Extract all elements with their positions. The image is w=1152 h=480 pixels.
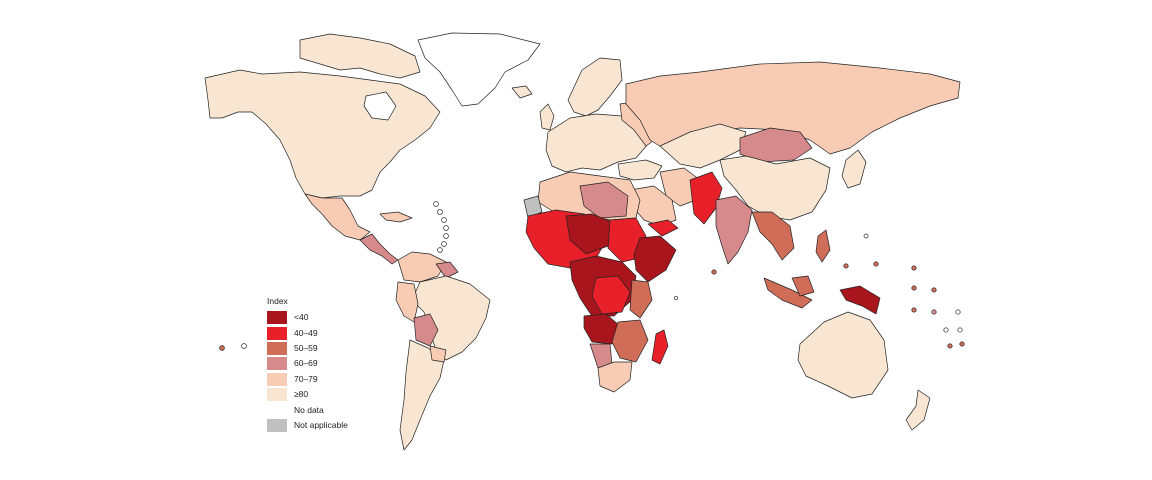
region-new-zealand xyxy=(905,389,931,431)
legend-label: 60–69 xyxy=(294,358,318,369)
region-borneo xyxy=(791,275,815,297)
legend-item: ≥80 xyxy=(267,387,387,402)
legend-label: Not applicable xyxy=(294,419,348,430)
legend-swatch xyxy=(267,326,287,340)
region-paraguay xyxy=(429,345,447,363)
legend-label: <40 xyxy=(294,312,309,323)
legend-label: 40–49 xyxy=(294,327,318,338)
region-europe xyxy=(545,113,649,173)
region-arctic-islands xyxy=(299,33,421,79)
region-guianas xyxy=(435,261,459,279)
island-marker xyxy=(959,341,965,347)
legend-swatch xyxy=(267,403,287,417)
region-madagascar xyxy=(651,329,669,365)
island-marker xyxy=(911,265,917,271)
region-south-africa xyxy=(597,361,633,393)
region-india xyxy=(715,195,753,265)
island-marker xyxy=(433,201,439,207)
island-marker xyxy=(943,327,949,333)
island-marker xyxy=(443,233,449,239)
region-philippines xyxy=(815,229,831,263)
region-brazil xyxy=(411,275,491,361)
legend-item: 50–59 xyxy=(267,341,387,356)
region-greenland xyxy=(417,32,541,107)
region-southeast-asia xyxy=(751,211,795,261)
region-peru xyxy=(395,281,419,323)
legend-swatch xyxy=(267,388,287,402)
legend-swatch xyxy=(267,418,287,432)
legend-swatch xyxy=(267,311,287,325)
island-marker xyxy=(441,241,447,247)
region-hudson-bay xyxy=(363,91,397,121)
region-western-sahara xyxy=(523,195,543,219)
island-marker xyxy=(955,309,961,315)
island-marker xyxy=(219,345,225,351)
region-drc xyxy=(591,275,631,315)
island-marker xyxy=(437,209,443,215)
region-papua xyxy=(839,285,881,315)
legend-swatch xyxy=(267,372,287,386)
legend-item: 40–49 xyxy=(267,325,387,340)
region-japan xyxy=(841,149,867,189)
legend-swatch xyxy=(267,357,287,371)
island-marker xyxy=(947,343,953,349)
island-marker xyxy=(931,287,937,293)
region-sahara-central xyxy=(579,181,629,219)
legend-label: 50–59 xyxy=(294,342,318,353)
island-marker xyxy=(843,263,849,269)
region-iceland xyxy=(511,85,533,99)
island-marker xyxy=(241,343,247,349)
region-central-america xyxy=(359,233,399,265)
small-island-markers xyxy=(219,201,965,351)
legend-items: <40 40–49 50–59 60–69 70–79 ≥80 No data Not app… xyxy=(267,310,387,433)
region-east-africa xyxy=(629,279,653,319)
region-mongolia xyxy=(739,127,813,163)
region-china xyxy=(719,155,831,221)
region-southern-africa-east xyxy=(611,319,649,363)
legend-item: 60–69 xyxy=(267,356,387,371)
legend-label: 70–79 xyxy=(294,373,318,384)
legend-item: Not applicable xyxy=(267,418,387,433)
region-scandinavia xyxy=(567,57,623,117)
legend-label: No data xyxy=(294,404,324,415)
island-marker xyxy=(711,269,717,275)
region-mexico xyxy=(304,193,371,241)
region-angola xyxy=(583,313,621,345)
region-afghanistan-pakistan xyxy=(689,171,723,225)
legend-item: No data xyxy=(267,402,387,417)
legend-swatch xyxy=(267,341,287,355)
region-bolivia xyxy=(413,313,439,347)
region-indonesia xyxy=(763,277,813,309)
region-australia xyxy=(797,311,889,399)
island-marker xyxy=(957,327,963,333)
island-marker xyxy=(441,217,447,223)
island-marker xyxy=(863,233,869,239)
legend-title: Index xyxy=(267,296,288,306)
island-marker xyxy=(873,261,879,267)
island-marker xyxy=(911,307,917,313)
region-horn-of-africa xyxy=(633,235,677,283)
region-cuba xyxy=(379,211,413,223)
region-yemen xyxy=(647,219,679,237)
legend-item: <40 xyxy=(267,310,387,325)
map-legend: Index <40 40–49 50–59 60–69 70–79 ≥80 No data N… xyxy=(267,296,387,433)
region-uk xyxy=(539,103,555,131)
legend-label: ≥80 xyxy=(294,389,309,400)
island-marker xyxy=(673,295,679,301)
island-marker xyxy=(437,247,443,253)
region-turkey xyxy=(617,159,663,181)
region-north-america xyxy=(204,69,441,199)
island-marker xyxy=(443,225,449,231)
island-marker xyxy=(931,309,937,315)
legend-item: 70–79 xyxy=(267,372,387,387)
island-marker xyxy=(911,285,917,291)
